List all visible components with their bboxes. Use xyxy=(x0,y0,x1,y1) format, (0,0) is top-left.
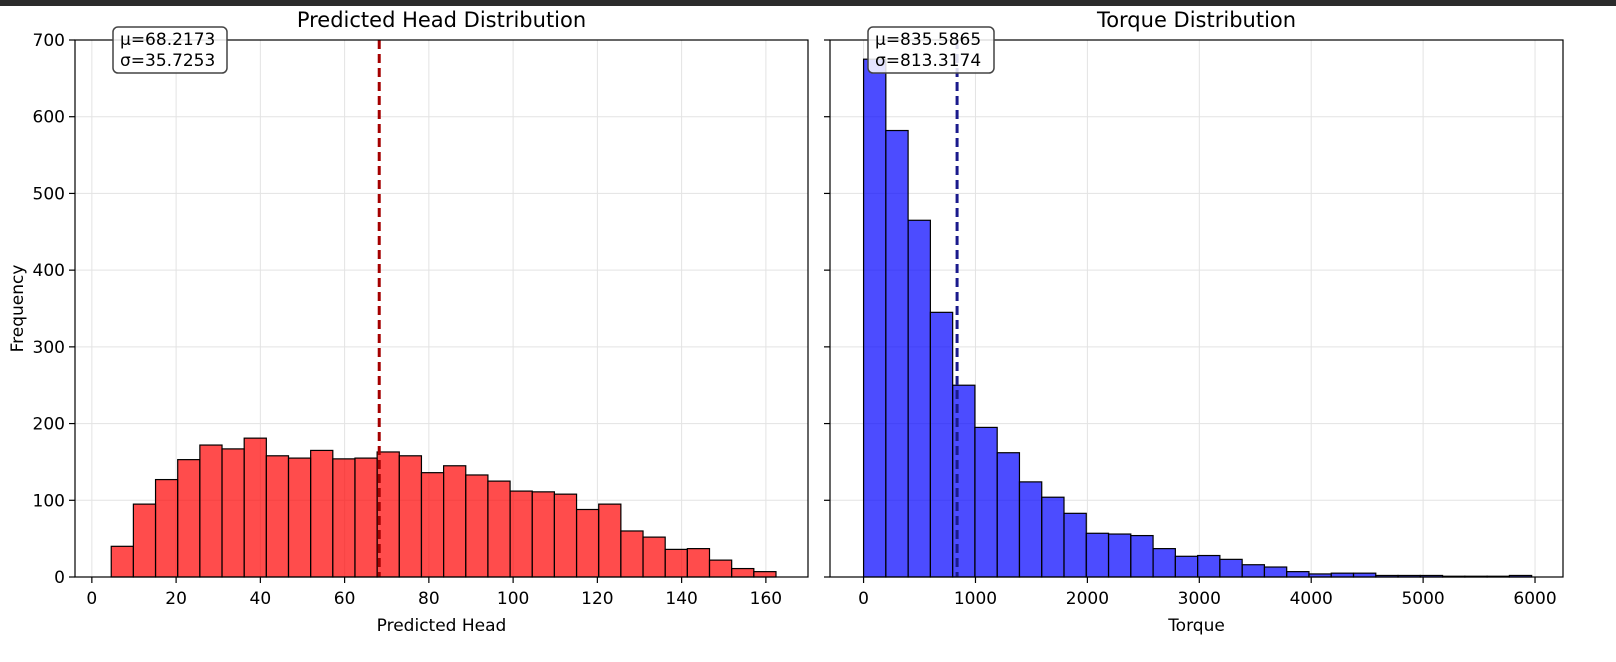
stats-mean: μ=68.2173 xyxy=(120,30,215,50)
histogram-bar xyxy=(731,567,755,578)
histogram-bar xyxy=(620,530,644,578)
histogram-bar xyxy=(885,129,909,578)
histogram-bar xyxy=(1107,533,1132,578)
y-tick-label: 300 xyxy=(33,338,65,358)
x-tick-label: 160 xyxy=(750,589,782,609)
histogram-bar xyxy=(642,536,666,578)
histogram-bar xyxy=(862,58,887,578)
histogram-bar xyxy=(907,219,931,578)
histogram-bar xyxy=(929,311,954,578)
histogram-bar xyxy=(1085,532,1110,578)
histogram-bar xyxy=(753,571,777,578)
histogram-bar xyxy=(310,449,334,578)
histogram-bar xyxy=(110,545,134,578)
histogram-bar xyxy=(354,457,378,578)
x-tick-label: 2000 xyxy=(1066,589,1109,609)
x-tick-label: 0 xyxy=(858,589,869,609)
histogram-bar xyxy=(1041,496,1065,578)
histogram-bar xyxy=(686,548,711,578)
histogram-bar xyxy=(420,472,445,578)
stats-box xyxy=(112,26,228,74)
stats-box xyxy=(867,26,995,74)
histogram-bar xyxy=(132,503,157,578)
histogram-bar xyxy=(974,426,998,578)
x-tick-label: 1000 xyxy=(954,589,997,609)
x-tick-label: 60 xyxy=(334,589,356,609)
x-tick-label: 100 xyxy=(497,589,529,609)
histogram-bar xyxy=(443,465,467,578)
histogram-bar xyxy=(1174,555,1199,578)
histogram-bar xyxy=(487,480,511,578)
y-tick-label: 400 xyxy=(33,261,65,281)
plot-frame xyxy=(74,39,809,578)
stats-std: σ=35.7253 xyxy=(120,51,215,71)
x-tick-label: 4000 xyxy=(1290,589,1333,609)
plot-frame xyxy=(829,39,1564,578)
y-axis-label: Frequency xyxy=(8,265,28,353)
histogram-bar xyxy=(465,474,489,578)
x-tick-label: 6000 xyxy=(1513,589,1556,609)
histogram-bar xyxy=(287,457,312,578)
histogram-bar xyxy=(199,444,223,578)
histogram-bar xyxy=(243,437,267,578)
chart-title: Predicted Head Distribution xyxy=(297,8,586,32)
x-tick-label: 5000 xyxy=(1401,589,1444,609)
x-tick-label: 80 xyxy=(418,589,440,609)
y-tick-label: 500 xyxy=(33,184,65,204)
histogram-bar xyxy=(996,452,1021,578)
histogram-bar xyxy=(177,459,201,578)
y-tick-label: 700 xyxy=(33,31,65,51)
y-tick-label: 200 xyxy=(33,415,65,435)
histogram-bar xyxy=(398,455,423,578)
x-tick-label: 120 xyxy=(581,589,613,609)
histogram-bar xyxy=(1063,512,1087,578)
histogram-bar xyxy=(575,508,600,578)
histogram-bar xyxy=(553,493,578,578)
histogram-bar xyxy=(708,559,733,578)
y-tick-label: 0 xyxy=(54,568,65,588)
histogram-bar xyxy=(265,455,290,578)
histogram-bar xyxy=(1241,564,1266,578)
histogram-bar xyxy=(664,548,688,578)
histogram-bar xyxy=(1197,554,1221,578)
x-axis-label: Predicted Head xyxy=(377,616,507,636)
x-tick-label: 20 xyxy=(165,589,187,609)
histogram-bar xyxy=(221,448,245,578)
histogram-bar xyxy=(1018,481,1043,578)
histogram-bar xyxy=(154,478,179,578)
x-tick-label: 140 xyxy=(665,589,697,609)
histogram-bar xyxy=(598,503,622,578)
chart-title: Torque Distribution xyxy=(1096,8,1296,32)
x-tick-label: 3000 xyxy=(1178,589,1221,609)
histogram-bar xyxy=(332,458,356,578)
histogram-bar xyxy=(1152,548,1176,578)
histogram-bar xyxy=(1219,558,1243,578)
x-tick-label: 0 xyxy=(86,589,97,609)
histogram-bar xyxy=(531,491,555,578)
x-tick-label: 40 xyxy=(250,589,272,609)
histogram-bar xyxy=(1263,566,1288,578)
y-tick-label: 600 xyxy=(33,108,65,128)
y-tick-label: 100 xyxy=(33,491,65,511)
x-axis-label: Torque xyxy=(1167,616,1225,636)
histogram-bar xyxy=(509,490,533,578)
stats-mean: μ=835.5865 xyxy=(875,30,981,50)
histogram-bar xyxy=(1286,571,1310,578)
stats-std: σ=813.3174 xyxy=(875,51,981,71)
window-top-bar xyxy=(0,0,1616,6)
histogram-bar xyxy=(1130,534,1154,578)
